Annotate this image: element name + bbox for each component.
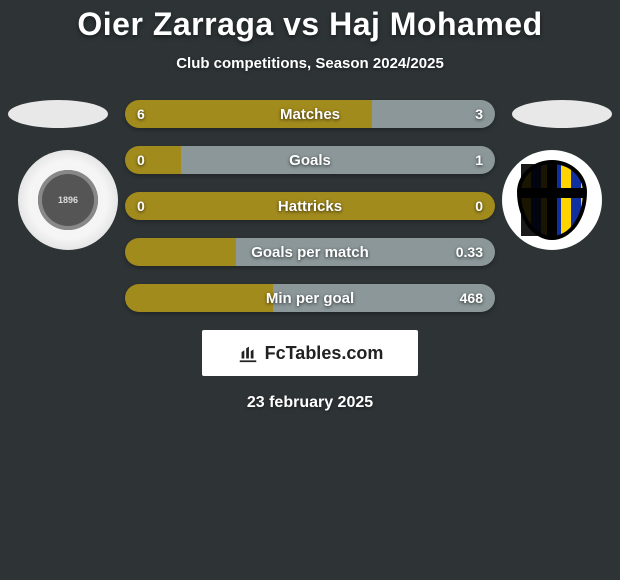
stat-bars: 63Matches 01Goals 00Hattricks 0.33Goals per… <box>125 100 495 312</box>
subtitle: Club competitions, Season 2024/2025 <box>0 55 620 72</box>
page-title: Oier Zarraga vs Haj Mohamed <box>0 0 620 43</box>
stat-label: Matches <box>125 100 495 128</box>
stat-row: 01Goals <box>125 146 495 174</box>
chart-icon <box>237 342 259 364</box>
stat-row: 468Min per goal <box>125 284 495 312</box>
left-player-ellipse <box>8 100 108 128</box>
stat-label: Hattricks <box>125 192 495 220</box>
comparison-stage: 1896 63Matches 01Goals 00Hattricks 0.33Goal… <box>0 100 620 312</box>
stat-row: 0.33Goals per match <box>125 238 495 266</box>
left-club-badge: 1896 <box>18 150 118 250</box>
right-player-ellipse <box>512 100 612 128</box>
left-club-badge-inner: 1896 <box>38 170 98 230</box>
stat-label: Goals <box>125 146 495 174</box>
stat-row: 63Matches <box>125 100 495 128</box>
stat-label: Min per goal <box>125 284 495 312</box>
brand-logo-box: FcTables.com <box>202 330 418 376</box>
right-club-shield <box>517 160 587 240</box>
stat-row: 00Hattricks <box>125 192 495 220</box>
stat-label: Goals per match <box>125 238 495 266</box>
right-club-badge <box>502 150 602 250</box>
brand-text: FcTables.com <box>265 343 384 364</box>
date: 23 february 2025 <box>0 394 620 412</box>
